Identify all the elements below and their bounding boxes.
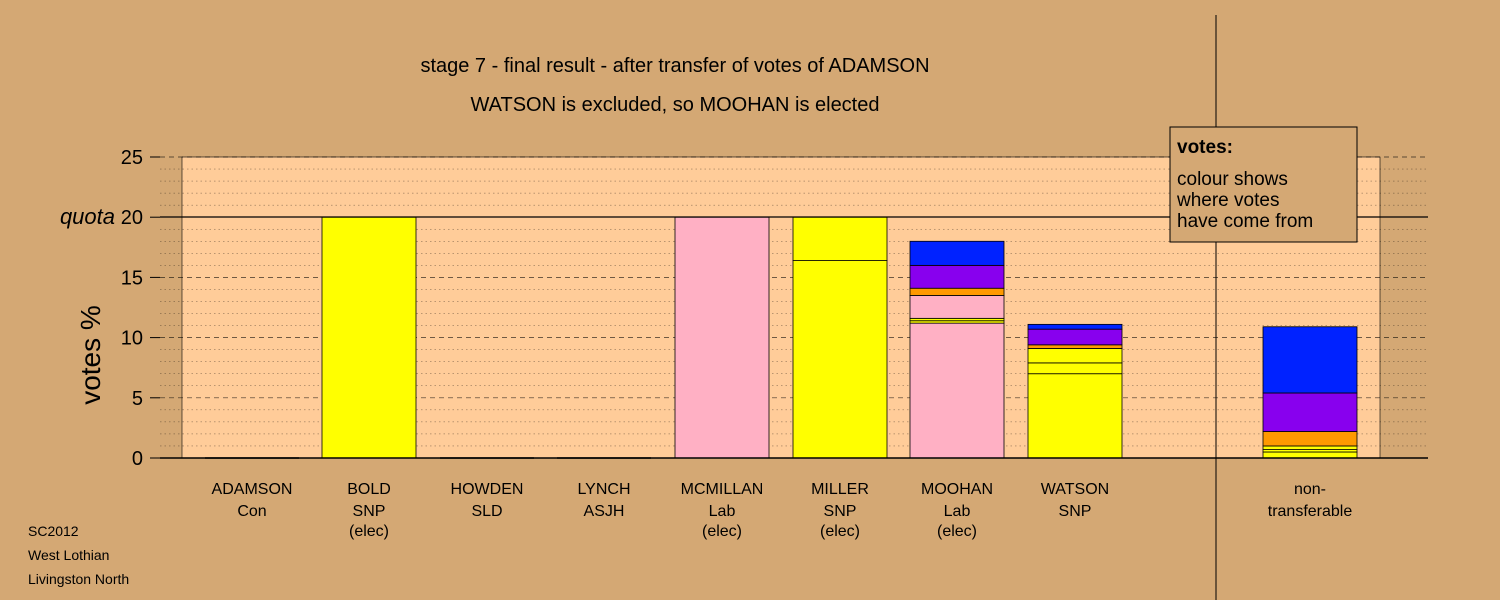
bars <box>205 216 1358 459</box>
y-axis-label: votes % <box>75 305 106 405</box>
category-status: (elec) <box>349 523 389 540</box>
bar-segment <box>909 295 1005 319</box>
category-party: Con <box>237 503 266 520</box>
bar-segment <box>1262 445 1358 450</box>
legend: votes: colour shows where votes have com… <box>1169 126 1358 243</box>
footer-council: West Lothian <box>28 547 109 563</box>
category-party: ASJH <box>584 503 625 520</box>
bar-segment <box>792 216 888 261</box>
bar-segment <box>1027 348 1123 364</box>
category-name: MOOHAN <box>921 481 993 498</box>
category-name: LYNCH <box>577 481 630 498</box>
bar-segment <box>909 287 1005 296</box>
category-name: non- <box>1294 481 1326 498</box>
bar-segment <box>1027 323 1123 330</box>
bar-segment <box>1262 392 1358 432</box>
bar-segment <box>909 322 1005 459</box>
category-party: SLD <box>471 503 502 520</box>
category-name: WATSON <box>1041 481 1109 498</box>
bar-segment <box>1262 431 1358 447</box>
legend-heading: votes: <box>1177 137 1233 158</box>
bar-segment <box>321 216 417 459</box>
category-party: transferable <box>1268 503 1353 520</box>
y-tick-label: 20 <box>121 207 143 229</box>
category-status: (elec) <box>702 523 742 540</box>
category-party: Lab <box>709 503 736 520</box>
y-tick-label: 0 <box>132 448 143 470</box>
chart-subtitle: WATSON is excluded, so MOOHAN is elected <box>470 94 879 116</box>
category-name: MILLER <box>811 481 869 498</box>
chart-title: stage 7 - final result - after transfer … <box>420 55 929 77</box>
legend-line-1: colour shows <box>1177 169 1288 190</box>
category-name: MCMILLAN <box>681 481 764 498</box>
quota-label: quota <box>60 204 115 229</box>
category-labels: ADAMSON Con BOLD SNP (elec) HOWDEN SLD LYNCH ASJ… <box>212 481 1353 540</box>
y-tick-label: 15 <box>121 267 143 289</box>
bar-segment <box>1027 344 1123 349</box>
y-axis-ticks: 0 5 10 15 20 25 <box>121 147 160 470</box>
bar-segment <box>792 260 888 459</box>
category-name: HOWDEN <box>451 481 524 498</box>
legend-line-3: have come from <box>1177 211 1313 232</box>
footer-election: SC2012 <box>28 523 79 539</box>
category-party: SNP <box>1059 503 1092 520</box>
bar-segment <box>909 240 1005 266</box>
legend-line-2: where votes <box>1176 190 1279 211</box>
y-tick-label: 10 <box>121 328 143 350</box>
bar-segment <box>1262 451 1358 459</box>
bar-segment <box>1027 328 1123 346</box>
footer-ward: Livingston North <box>28 571 129 587</box>
category-name: ADAMSON <box>212 481 293 498</box>
category-party: SNP <box>353 503 386 520</box>
category-party: Lab <box>944 503 971 520</box>
bar-segment <box>1262 326 1358 394</box>
legend-box <box>1169 126 1358 243</box>
category-party: SNP <box>824 503 857 520</box>
y-tick-label: 25 <box>121 147 143 169</box>
category-name: BOLD <box>347 481 391 498</box>
category-status: (elec) <box>820 523 860 540</box>
bar-segment <box>674 216 770 459</box>
bar-segment <box>1027 373 1123 459</box>
category-status: (elec) <box>937 523 977 540</box>
bar-segment <box>909 264 1005 289</box>
y-tick-label: 5 <box>132 388 143 410</box>
bar-segment <box>1027 362 1123 375</box>
